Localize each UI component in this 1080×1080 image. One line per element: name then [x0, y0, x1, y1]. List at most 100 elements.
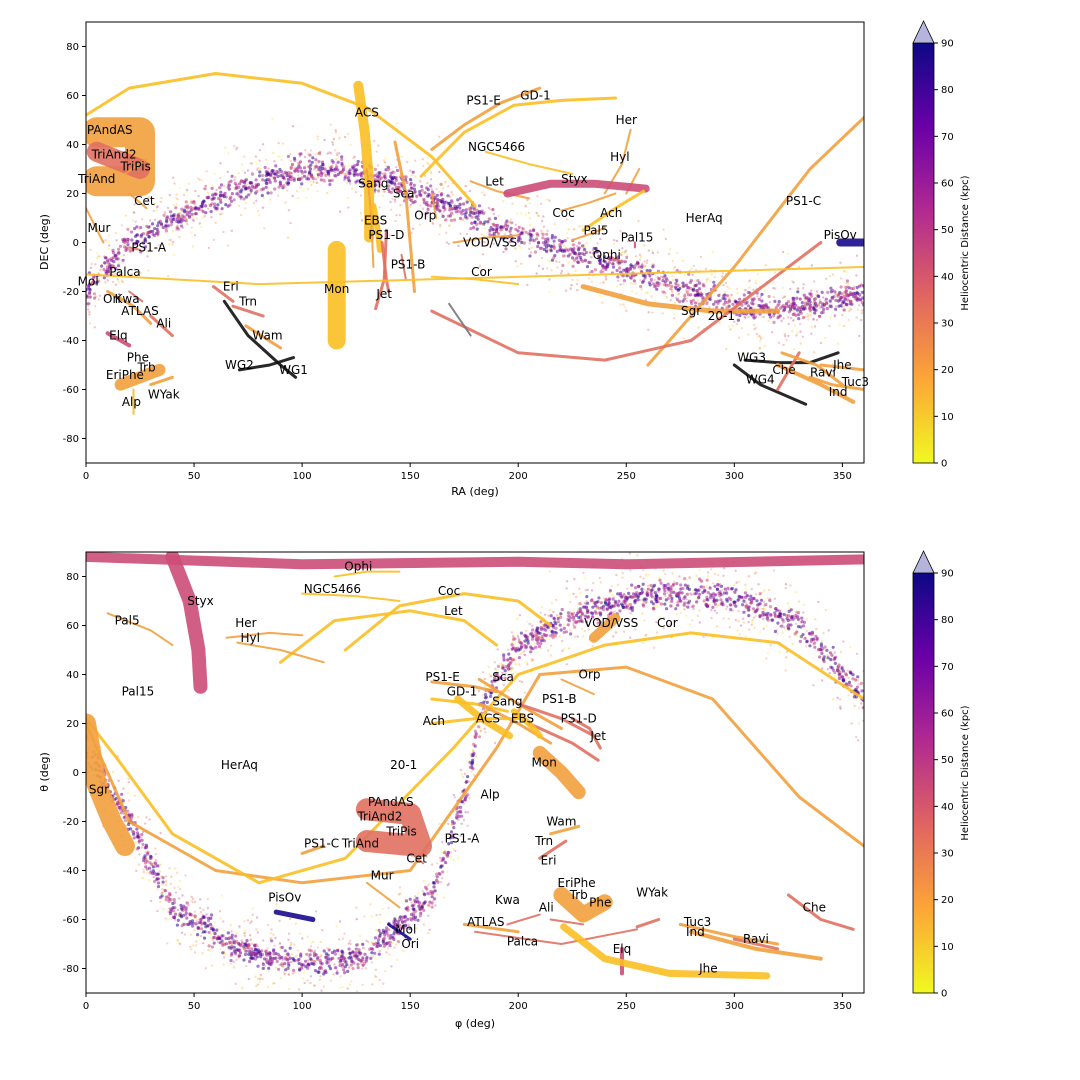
star-point — [647, 573, 650, 576]
star-point — [441, 877, 444, 880]
star-point — [710, 273, 713, 276]
star-point — [783, 295, 787, 298]
star-point — [185, 190, 188, 194]
star-point — [488, 228, 492, 232]
star-point — [528, 202, 532, 205]
star-point — [530, 658, 533, 661]
star-point — [448, 214, 452, 218]
star-point — [487, 217, 491, 221]
star-point — [621, 571, 624, 575]
star-point — [239, 213, 243, 217]
star-point — [715, 605, 719, 609]
star-point — [322, 178, 326, 182]
frame-ra-dec — [85, 21, 865, 464]
star-point — [352, 156, 355, 160]
star-point — [445, 231, 448, 234]
star-point — [520, 240, 524, 245]
star-point — [763, 608, 766, 611]
star-point — [115, 802, 119, 806]
star-point — [760, 299, 764, 303]
star-point — [533, 642, 536, 645]
star-point — [169, 210, 173, 214]
star-point — [440, 851, 444, 854]
star-point — [103, 293, 106, 297]
star-point — [370, 914, 373, 918]
star-point — [514, 260, 517, 263]
star-point — [716, 603, 720, 607]
star-point — [585, 242, 588, 245]
star-point — [156, 232, 160, 236]
star-point — [264, 158, 268, 161]
star-point — [263, 165, 267, 170]
star-point — [393, 946, 396, 949]
star-point — [820, 679, 824, 682]
stream-labels-ra-dec: PS1-E GD-1ACSHerPAndASNGC5466HylTriAnd2Tr… — [77, 89, 869, 409]
star-point — [713, 303, 717, 306]
star-point — [805, 618, 809, 621]
star-point — [405, 180, 409, 185]
star-point — [375, 914, 378, 917]
star-point — [114, 231, 118, 235]
star-point — [806, 304, 809, 307]
star-point — [643, 265, 646, 268]
star-point — [116, 257, 120, 261]
star-point — [338, 136, 341, 139]
star-point — [447, 185, 450, 188]
star-point — [517, 237, 521, 241]
star-point — [266, 923, 270, 927]
star-point — [378, 171, 382, 175]
star-point — [436, 880, 440, 884]
star-point — [722, 294, 726, 298]
star-point — [736, 629, 739, 632]
star-point — [308, 953, 312, 957]
star-point — [238, 190, 242, 194]
star-point — [552, 610, 555, 614]
star-point — [388, 943, 392, 948]
stream-label-eriphe: EriPhe — [106, 368, 144, 382]
star-point — [858, 284, 862, 288]
star-point — [830, 653, 834, 657]
star-point — [705, 280, 708, 283]
star-point — [313, 165, 316, 168]
star-point — [144, 245, 148, 249]
star-point — [298, 166, 302, 170]
star-point — [575, 256, 579, 260]
star-point — [315, 181, 318, 184]
star-point — [176, 197, 179, 201]
star-point — [348, 966, 351, 969]
y-tick-label: 60 — [66, 91, 79, 102]
star-point — [164, 883, 168, 887]
star-point — [629, 587, 632, 591]
star-point — [696, 596, 701, 600]
star-point — [836, 696, 839, 700]
star-point — [435, 872, 439, 876]
star-point — [403, 919, 407, 923]
star-point — [596, 242, 599, 245]
star-point — [449, 856, 452, 859]
star-point — [361, 942, 365, 946]
star-point — [572, 228, 576, 231]
star-point — [287, 209, 291, 212]
star-point — [629, 612, 632, 615]
star-point — [547, 614, 550, 617]
star-point — [850, 302, 854, 306]
star-point — [404, 923, 408, 927]
star-point — [460, 773, 463, 776]
star-point — [802, 307, 806, 311]
star-point — [434, 197, 437, 200]
star-point — [340, 950, 344, 954]
star-point — [299, 952, 303, 956]
star-point — [235, 958, 238, 961]
star-point — [145, 224, 149, 228]
star-point — [298, 154, 302, 158]
star-point — [737, 620, 740, 623]
star-point — [374, 994, 376, 996]
star-point — [751, 621, 754, 624]
star-point — [583, 259, 588, 263]
star-point — [544, 249, 549, 253]
star-point — [570, 284, 573, 287]
star-point — [664, 572, 667, 576]
star-point — [842, 308, 846, 312]
star-point — [121, 238, 125, 242]
star-point — [449, 195, 452, 198]
